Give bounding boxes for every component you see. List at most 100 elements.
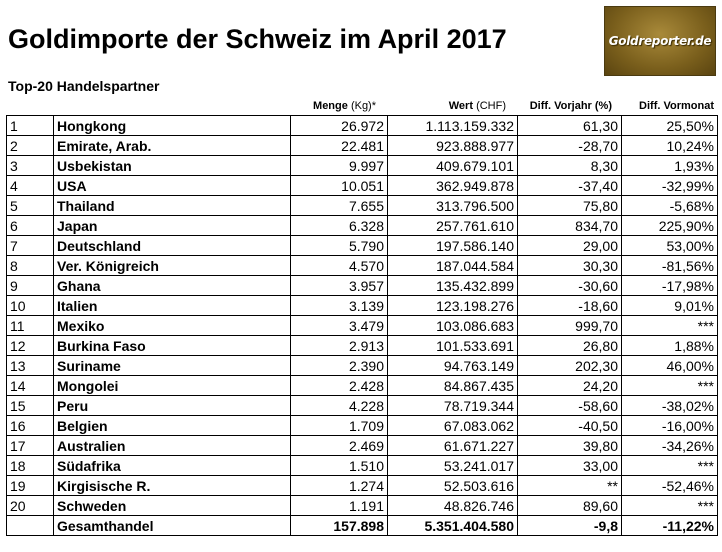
menge-cell: 5.790 <box>290 235 388 256</box>
total-rank-cell <box>6 515 54 536</box>
country-cell: Australien <box>53 435 291 456</box>
diff-vormonat-cell: *** <box>621 495 718 516</box>
diff-vorjahr-cell: -28,70 <box>517 135 622 156</box>
table-row: 6 Japan 6.328 257.761.610 834,70 225,90% <box>6 215 718 236</box>
table-row: 1 Hongkong 26.972 1.113.159.332 61,30 25,50% <box>6 115 718 136</box>
total-wert-cell: 5.351.404.580 <box>387 515 518 536</box>
table-row: 3 Usbekistan 9.997 409.679.101 8,30 1,93% <box>6 155 718 176</box>
rank-cell: 20 <box>6 495 54 516</box>
wert-cell: 67.083.062 <box>387 415 518 436</box>
country-cell: Kirgisische R. <box>53 475 291 496</box>
diff-vormonat-cell: *** <box>621 315 718 336</box>
menge-cell: 9.997 <box>290 155 388 176</box>
header-menge: Menge (Kg)* <box>313 100 376 112</box>
wert-cell: 362.949.878 <box>387 175 518 196</box>
wert-cell: 103.086.683 <box>387 315 518 336</box>
diff-vormonat-cell: -32,99% <box>621 175 718 196</box>
wert-cell: 48.826.746 <box>387 495 518 516</box>
menge-cell: 1.709 <box>290 415 388 436</box>
diff-vormonat-cell: -34,26% <box>621 435 718 456</box>
rank-cell: 5 <box>6 195 54 216</box>
diff-vormonat-cell: 53,00% <box>621 235 718 256</box>
header-diff-vormonat: Diff. Vormonat <box>639 100 714 112</box>
wert-cell: 313.796.500 <box>387 195 518 216</box>
rank-cell: 6 <box>6 215 54 236</box>
rank-cell: 17 <box>6 435 54 456</box>
wert-cell: 1.113.159.332 <box>387 115 518 136</box>
rank-cell: 12 <box>6 335 54 356</box>
country-cell: Usbekistan <box>53 155 291 176</box>
menge-cell: 3.957 <box>290 275 388 296</box>
total-row: Gesamthandel 157.898 5.351.404.580 -9,8 -11,… <box>6 515 718 536</box>
diff-vorjahr-cell: 89,60 <box>517 495 622 516</box>
rank-cell: 18 <box>6 455 54 476</box>
country-cell: Ver. Königreich <box>53 255 291 276</box>
table-row: 11 Mexiko 3.479 103.086.683 999,70 *** <box>6 315 718 336</box>
menge-cell: 4.228 <box>290 395 388 416</box>
table-row: 14 Mongolei 2.428 84.867.435 24,20 *** <box>6 375 718 396</box>
country-cell: Burkina Faso <box>53 335 291 356</box>
menge-cell: 10.051 <box>290 175 388 196</box>
wert-cell: 197.586.140 <box>387 235 518 256</box>
wert-cell: 78.719.344 <box>387 395 518 416</box>
menge-cell: 4.570 <box>290 255 388 276</box>
goldreporter-logo: Goldreporter.de <box>604 6 716 76</box>
rank-cell: 1 <box>6 115 54 136</box>
diff-vormonat-cell: 25,50% <box>621 115 718 136</box>
table-row: 13 Suriname 2.390 94.763.149 202,30 46,00% <box>6 355 718 376</box>
country-cell: Hongkong <box>53 115 291 136</box>
diff-vorjahr-cell: 30,30 <box>517 255 622 276</box>
diff-vorjahr-cell: 834,70 <box>517 215 622 236</box>
rank-cell: 9 <box>6 275 54 296</box>
country-cell: Mexiko <box>53 315 291 336</box>
total-diff-vormonat-cell: -11,22% <box>621 515 718 536</box>
country-cell: Ghana <box>53 275 291 296</box>
diff-vorjahr-cell: 202,30 <box>517 355 622 376</box>
diff-vorjahr-cell: -37,40 <box>517 175 622 196</box>
country-cell: Südafrika <box>53 455 291 476</box>
menge-cell: 2.469 <box>290 435 388 456</box>
rank-cell: 4 <box>6 175 54 196</box>
wert-cell: 257.761.610 <box>387 215 518 236</box>
table-row: 18 Südafrika 1.510 53.241.017 33,00 *** <box>6 455 718 476</box>
country-cell: Italien <box>53 295 291 316</box>
rank-cell: 19 <box>6 475 54 496</box>
diff-vorjahr-cell: -58,60 <box>517 395 622 416</box>
country-cell: Peru <box>53 395 291 416</box>
total-menge-cell: 157.898 <box>290 515 388 536</box>
wert-cell: 61.671.227 <box>387 435 518 456</box>
diff-vormonat-cell: -16,00% <box>621 415 718 436</box>
rank-cell: 2 <box>6 135 54 156</box>
menge-cell: 2.913 <box>290 335 388 356</box>
diff-vorjahr-cell: 26,80 <box>517 335 622 356</box>
rank-cell: 8 <box>6 255 54 276</box>
rank-cell: 15 <box>6 395 54 416</box>
wert-cell: 187.044.584 <box>387 255 518 276</box>
diff-vormonat-cell: -52,46% <box>621 475 718 496</box>
table-row: 20 Schweden 1.191 48.826.746 89,60 *** <box>6 495 718 516</box>
menge-cell: 1.510 <box>290 455 388 476</box>
total-diff-vorjahr-cell: -9,8 <box>517 515 622 536</box>
table-row: 5 Thailand 7.655 313.796.500 75,80 -5,68% <box>6 195 718 216</box>
wert-cell: 101.533.691 <box>387 335 518 356</box>
page-subtitle: Top-20 Handelspartner <box>8 78 160 94</box>
table-row: 9 Ghana 3.957 135.432.899 -30,60 -17,98% <box>6 275 718 296</box>
country-cell: Deutschland <box>53 235 291 256</box>
wert-cell: 123.198.276 <box>387 295 518 316</box>
menge-cell: 3.139 <box>290 295 388 316</box>
diff-vorjahr-cell: -30,60 <box>517 275 622 296</box>
rank-cell: 3 <box>6 155 54 176</box>
rank-cell: 7 <box>6 235 54 256</box>
wert-cell: 52.503.616 <box>387 475 518 496</box>
diff-vormonat-cell: -38,02% <box>621 395 718 416</box>
rank-cell: 13 <box>6 355 54 376</box>
diff-vormonat-cell: 46,00% <box>621 355 718 376</box>
diff-vorjahr-cell: -18,60 <box>517 295 622 316</box>
country-cell: Japan <box>53 215 291 236</box>
menge-cell: 1.191 <box>290 495 388 516</box>
wert-cell: 135.432.899 <box>387 275 518 296</box>
country-cell: Thailand <box>53 195 291 216</box>
diff-vormonat-cell: 225,90% <box>621 215 718 236</box>
menge-cell: 7.655 <box>290 195 388 216</box>
diff-vormonat-cell: 10,24% <box>621 135 718 156</box>
